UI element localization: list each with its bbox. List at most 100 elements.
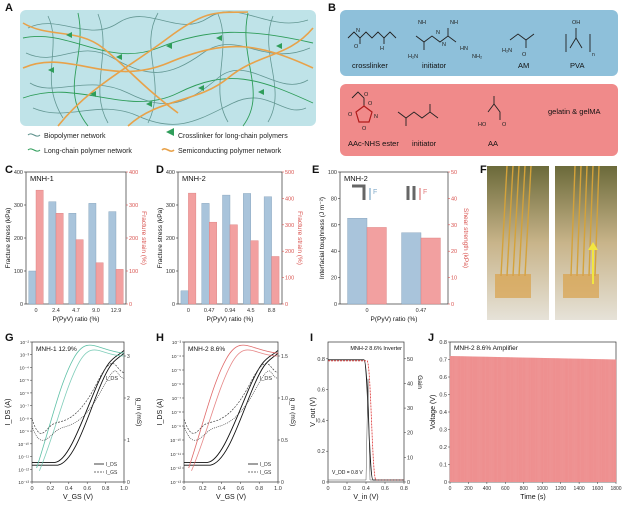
bar-fracture-stress xyxy=(201,203,210,305)
chem-label-6: HN xyxy=(460,46,468,52)
y2-axis-label: Shear strength (kPa) xyxy=(462,208,469,268)
y2-axis-label: g_m (mS) xyxy=(135,398,142,427)
y2-tick-label: 0 xyxy=(281,480,284,486)
y2-tick-label: 30 xyxy=(451,223,457,229)
y-tick-label: 10⁻² xyxy=(20,340,30,345)
gm-curve-forward xyxy=(188,344,279,469)
legend-f-right: F xyxy=(423,189,427,196)
x-tick-label: 0.4 xyxy=(65,486,73,492)
bar-fracture-strain xyxy=(95,262,104,305)
igs-curve xyxy=(31,363,125,434)
x-tick-label: 600 xyxy=(501,486,510,492)
gm-curve-forward xyxy=(36,344,125,469)
y2-tick-label: 100 xyxy=(285,276,294,282)
y-tick-label: 0.8 xyxy=(317,357,325,363)
y-tick-label: 10⁻¹³ xyxy=(18,480,29,485)
bar-fracture-strain xyxy=(250,240,259,305)
photo-left-device xyxy=(495,274,531,298)
x-tick-label: 0.47 xyxy=(416,308,427,314)
bar-fracture-strain xyxy=(75,239,84,305)
x-tick-label: 0.4 xyxy=(362,486,370,492)
ids-curve-forward xyxy=(184,350,279,463)
x-tick-label: 0.2 xyxy=(47,486,55,492)
signal-oscillation xyxy=(449,356,617,482)
y2-tick-label: 1 xyxy=(127,438,130,444)
y-tick-label: 10⁻⁸ xyxy=(20,416,30,421)
chem-label-5: H₂N xyxy=(408,54,418,60)
x-tick-label: 0.2 xyxy=(199,486,207,492)
igs-curve-back xyxy=(31,370,125,441)
chem-label-16: O xyxy=(368,101,373,107)
chart-title: MNH-1 12.9% xyxy=(36,346,77,353)
y-tick-label: 0.2 xyxy=(439,445,447,451)
y-tick-label: 10⁻⁸ xyxy=(172,410,182,415)
y-tick-label: 10⁻⁶ xyxy=(20,391,30,396)
x-tick-label: 0.2 xyxy=(343,486,351,492)
x-tick-label: 0.6 xyxy=(381,486,389,492)
y2-axis-label: Fracture strain (%) xyxy=(296,211,303,265)
gain-curve xyxy=(328,378,404,481)
chem-label-18: N xyxy=(374,114,378,120)
y2-tick-label: 20 xyxy=(451,249,457,255)
x-tick-label: 0 xyxy=(365,308,368,314)
igs-curve-back xyxy=(183,370,279,441)
bar-shear-strength xyxy=(420,237,441,305)
y2-tick-label: 40 xyxy=(407,381,413,387)
y-tick-label: 0 xyxy=(444,480,447,486)
plot-frame xyxy=(31,341,125,483)
y-tick-label: 10⁻⁷ xyxy=(20,404,30,409)
y2-tick-label: 200 xyxy=(129,236,138,242)
y-tick-label: 0.4 xyxy=(317,418,325,424)
chem-label-8: N xyxy=(436,30,440,36)
panel-letter-f: F xyxy=(480,164,487,176)
bar-fracture-strain xyxy=(188,192,197,305)
y-tick-label: 10⁻¹³ xyxy=(170,480,181,485)
chart-e: 0 20 40 60 80 100 0 10 20 30 40 50 0 0.47 MNH-2 P(PyV) … xyxy=(319,170,469,323)
y2-tick-label: 50 xyxy=(407,357,413,363)
panel-letter-i: I xyxy=(310,332,314,344)
bar-fracture-strain xyxy=(229,224,238,305)
chart-title: MNH-2 xyxy=(344,174,368,183)
panel-letter-a: A xyxy=(5,2,13,14)
bar-fracture-stress xyxy=(48,201,57,305)
x-tick-label: 200 xyxy=(464,486,473,492)
y-tick-label: 10⁻¹¹ xyxy=(18,455,29,460)
chem-label-13: OH xyxy=(572,20,580,26)
y-tick-label: 10⁻³ xyxy=(172,340,182,345)
igs-curve xyxy=(183,363,279,434)
chem-label-3: NH xyxy=(418,20,426,26)
panel-a-schematic: Biopolymer network Long-chain polymer ne… xyxy=(20,10,316,155)
y-tick-label: 0 xyxy=(334,302,337,308)
y-axis-label: V_out (V) xyxy=(310,397,317,427)
x-tick-label: 1.0 xyxy=(274,486,282,492)
bar-fracture-stress xyxy=(88,203,97,305)
chart-j: 0 0.1 0.2 0.3 0.4 0.5 0.6 0.7 0.8 0 200 400 600 800 10… xyxy=(430,340,622,501)
y-tick-label: 10⁻⁴ xyxy=(171,354,181,359)
bar-fracture-stress xyxy=(28,270,37,305)
chart-title: MNH-2 xyxy=(182,174,206,183)
y-tick-label: 200 xyxy=(14,236,23,242)
y-tick-label: 40 xyxy=(331,249,337,255)
x-axis-label: P(PyV) ratio (%) xyxy=(371,316,418,323)
label-initiator-bottom: initiator xyxy=(412,139,437,148)
y2-tick-label: 2 xyxy=(127,396,130,402)
peel-icon-left xyxy=(352,184,366,200)
y-tick-label: 10⁻⁷ xyxy=(172,396,182,401)
y-tick-label: 0.6 xyxy=(439,375,447,381)
panel-f-photos xyxy=(487,166,617,320)
legend-crosslinker-swatch xyxy=(166,128,174,136)
chart-title: MNH-2 8.6% Inverter xyxy=(350,346,402,352)
panel-letter-g: G xyxy=(5,332,14,344)
chem-label-15: O xyxy=(364,92,369,98)
y2-tick-label: 300 xyxy=(129,203,138,209)
long-chain-network xyxy=(22,12,314,127)
inner-label: I_DS xyxy=(260,376,273,382)
chem-label-21: O xyxy=(502,122,507,128)
x-axis-label: V_GS (V) xyxy=(63,494,93,501)
y-tick-label: 0 xyxy=(20,302,23,308)
bar-fracture-stress xyxy=(243,193,251,305)
y2-tick-label: 300 xyxy=(285,223,294,229)
y-tick-label: 0.3 xyxy=(439,428,447,434)
x-axis-label: P(PyV) ratio (%) xyxy=(53,316,100,323)
y-tick-label: 10⁻¹² xyxy=(170,466,181,471)
